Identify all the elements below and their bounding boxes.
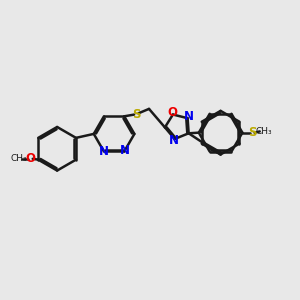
Text: O: O: [167, 106, 177, 119]
Text: N: N: [169, 134, 179, 147]
Text: O: O: [25, 152, 35, 165]
Text: N: N: [184, 110, 194, 123]
Text: CH₃: CH₃: [256, 127, 272, 136]
Text: N: N: [99, 146, 109, 158]
Text: S: S: [248, 126, 256, 139]
Text: S: S: [132, 108, 140, 121]
Text: N: N: [120, 144, 130, 157]
Text: CH₃: CH₃: [11, 154, 27, 163]
